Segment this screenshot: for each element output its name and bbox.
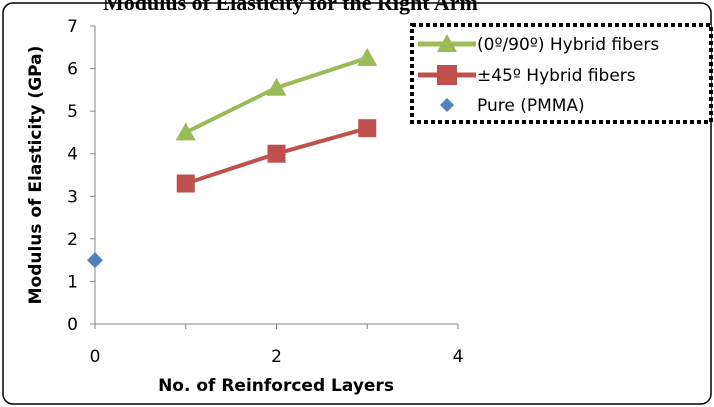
y-tick-label: 5 [67, 102, 78, 122]
plot-area [87, 47, 378, 269]
y-tick-label: 2 [67, 230, 78, 250]
y-axis-title: Modulus of Elasticity (GPa) [26, 46, 46, 305]
series-group [175, 47, 378, 141]
triangle-marker [175, 122, 196, 141]
square-marker [267, 144, 286, 163]
legend-label: (0º/90º) Hybrid fibers [477, 35, 659, 55]
diamond-marker [87, 252, 103, 269]
legend-item: ±45º Hybrid fibers [418, 65, 636, 86]
triangle-marker [437, 34, 457, 52]
y-tick-label: 1 [67, 272, 78, 292]
y-tick-label: 4 [67, 145, 78, 165]
y-tick-label: 7 [67, 17, 78, 37]
x-axis-ticks: 0 2 4 [90, 324, 464, 367]
x-axis-title: No. of Reinforced Layers [158, 376, 394, 396]
legend-label: Pure (PMMA) [477, 96, 585, 116]
y-tick-label: 3 [67, 187, 78, 207]
legend: (0º/90º) Hybrid fibers ±45º Hybrid fibers… [410, 23, 713, 124]
y-tick-label: 6 [67, 60, 78, 80]
square-marker [358, 119, 377, 138]
series-group [176, 119, 377, 193]
chart-title: Modulus of Elasticity for the Right Arm [103, 0, 478, 15]
legend-item: (0º/90º) Hybrid fibers [418, 34, 659, 55]
x-tick-label: 0 [90, 347, 101, 367]
y-tick-label: 0 [67, 315, 78, 335]
square-marker [437, 65, 457, 85]
triangle-marker [357, 47, 378, 66]
y-axis-ticks: 0 1 2 3 4 5 6 7 [67, 17, 95, 335]
square-marker [176, 174, 195, 193]
x-tick-label: 2 [271, 347, 282, 367]
legend-label: ±45º Hybrid fibers [477, 66, 636, 86]
x-tick-label: 4 [453, 347, 464, 367]
legend-item: Pure (PMMA) [440, 96, 585, 116]
diamond-marker [440, 98, 454, 112]
triangle-marker [266, 77, 287, 96]
series-group [87, 252, 103, 269]
